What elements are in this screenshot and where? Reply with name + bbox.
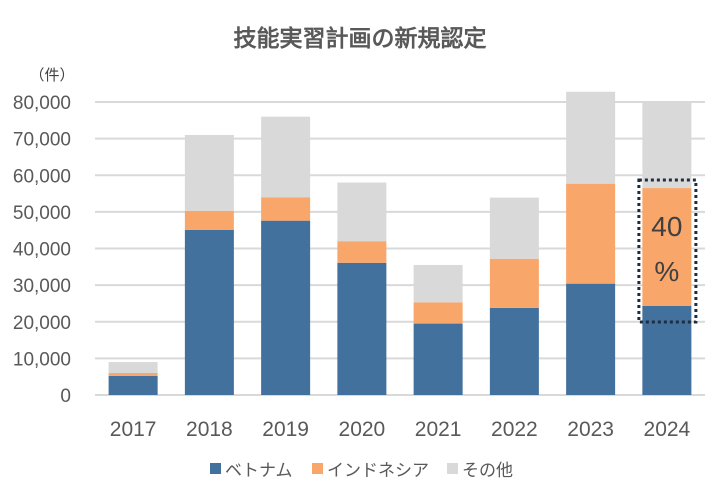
- x-tick-label: 2021: [415, 418, 462, 441]
- y-tick-label: 70,000: [13, 130, 71, 151]
- y-tick-label: 40,000: [13, 240, 71, 261]
- annotation: 40%: [637, 178, 698, 324]
- y-tick-label: 60,000: [13, 166, 71, 187]
- bar-segment-2020: [337, 182, 387, 242]
- bar-segment-2023: [566, 283, 616, 395]
- bar-segment-2017: [108, 375, 158, 395]
- bar-segment-2018: [184, 134, 234, 211]
- bar-segment-2024: [642, 188, 692, 307]
- y-tick-label: 30,000: [13, 276, 71, 297]
- bar-segment-2020: [337, 262, 387, 395]
- y-tick-label: 10,000: [13, 349, 71, 370]
- x-tick-label: 2022: [491, 418, 538, 441]
- legend-swatch: [447, 463, 458, 474]
- bar-segment-2023: [566, 183, 616, 284]
- y-axis-ticks: 0 10,000 20,000 30,000 40,000 50,000 60,000 70,…: [13, 93, 71, 407]
- bar-segment-2019: [261, 197, 311, 221]
- x-tick-label: 2023: [567, 418, 614, 441]
- legend-label: その他: [462, 461, 513, 481]
- annotation-box: [637, 178, 698, 324]
- y-tick-label: 20,000: [13, 313, 71, 334]
- legend-swatch: [210, 463, 221, 474]
- y-tick-label: 0: [60, 386, 71, 407]
- chart-title: 技能実習計画の新規認定: [234, 25, 487, 52]
- x-tick-label: 2020: [339, 418, 386, 441]
- bar-segment-2024: [642, 306, 692, 395]
- legend-label: インドネシア: [327, 461, 429, 481]
- bar-segment-2024: [642, 102, 692, 189]
- y-tick-label: 80,000: [13, 93, 71, 114]
- bar-segment-2020: [337, 241, 387, 263]
- annotation-value: 40: [651, 211, 682, 242]
- bar-segment-2021: [413, 323, 463, 395]
- bars: [108, 91, 692, 395]
- y-axis-unit-label: （件）: [29, 66, 74, 84]
- bar-segment-2017: [108, 362, 158, 374]
- annotation-percent-sign: %: [654, 256, 679, 287]
- bar-segment-2022: [489, 258, 539, 308]
- x-axis-ticks: 2017 2018 2019 2020 2021 2022 2023 2024: [110, 418, 691, 441]
- legend-label: ベトナム: [225, 461, 293, 481]
- x-tick-label: 2017: [110, 418, 157, 441]
- x-tick-label: 2018: [186, 418, 233, 441]
- legend-swatch: [312, 463, 323, 474]
- x-tick-label: 2019: [262, 418, 309, 441]
- bar-segment-2022: [489, 307, 539, 395]
- bar-segment-2018: [184, 210, 234, 230]
- bar-segment-2022: [489, 197, 539, 259]
- y-tick-label: 50,000: [13, 203, 71, 224]
- bar-segment-2021: [413, 264, 463, 303]
- legend-item: その他: [447, 461, 513, 481]
- bar-segment-2019: [261, 220, 311, 395]
- bar-segment-2021: [413, 302, 463, 324]
- bar-segment-2017: [108, 373, 158, 376]
- legend-item: インドネシア: [312, 461, 429, 481]
- bar-segment-2018: [184, 229, 234, 395]
- x-tick-label: 2024: [644, 418, 691, 441]
- legend: ベトナム インドネシア その他: [210, 461, 513, 481]
- legend-item: ベトナム: [210, 461, 293, 481]
- bar-segment-2019: [261, 116, 311, 198]
- bar-segment-2023: [566, 91, 616, 184]
